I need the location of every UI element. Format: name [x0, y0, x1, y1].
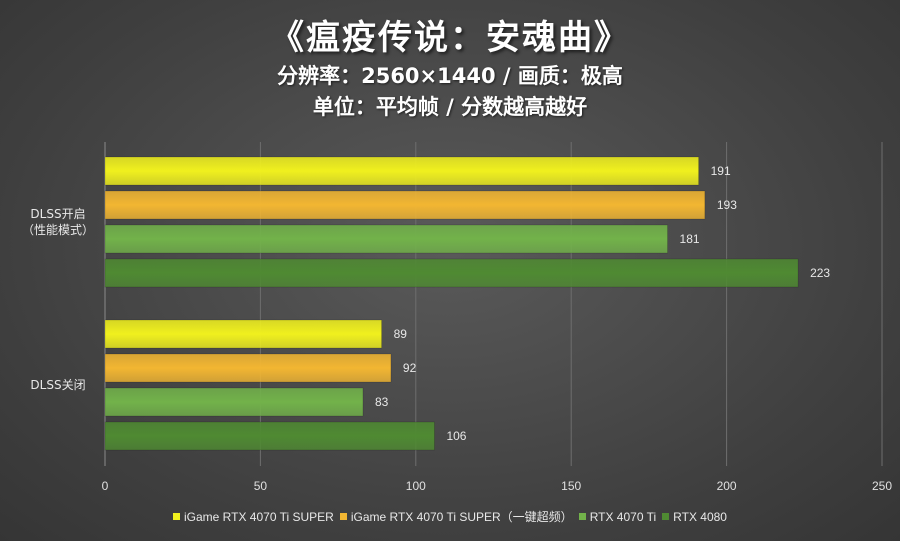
chart-subtitle-unit: 单位：平均帧 / 分数越高越好	[312, 95, 588, 119]
bar	[104, 353, 392, 383]
data-label: 89	[394, 327, 408, 341]
bar	[104, 156, 699, 186]
bar	[104, 421, 435, 451]
x-tick-label: 250	[872, 479, 892, 493]
x-tick-label: 0	[102, 479, 109, 493]
data-label: 223	[810, 266, 830, 280]
data-label: 106	[446, 429, 466, 443]
legend-swatch	[578, 513, 586, 520]
bar	[104, 258, 799, 288]
legend-label: RTX 4070 Ti	[589, 509, 657, 524]
bar	[104, 387, 364, 417]
legend-swatch	[662, 513, 670, 520]
chart-legend: iGame RTX 4070 Ti SUPER iGame RTX 4070 Ti…	[0, 508, 900, 525]
data-label: 191	[711, 164, 731, 178]
legend-label: RTX 4080	[673, 509, 727, 524]
x-tick-label: 100	[406, 479, 426, 493]
legend-swatch	[339, 513, 347, 520]
legend-item: RTX 4070 Ti	[578, 508, 657, 525]
data-label: 83	[375, 395, 389, 409]
bar	[104, 224, 668, 254]
data-label: 193	[717, 198, 737, 212]
legend-item: RTX 4080	[662, 508, 727, 525]
legend-label: iGame RTX 4070 Ti SUPER	[184, 509, 334, 524]
chart-subtitle-resolution: 分辨率：2560×1440 / 画质：极高	[277, 64, 623, 88]
category-label: DLSS关闭	[30, 378, 85, 392]
x-tick-label: 200	[717, 479, 737, 493]
category-label: DLSS开启	[30, 207, 85, 221]
bar	[104, 319, 382, 349]
chart-title: 《瘟疫传说：安魂曲》	[270, 18, 630, 58]
x-tick-label: 50	[254, 479, 268, 493]
legend-label: iGame RTX 4070 Ti SUPER（一键超频）	[350, 510, 573, 524]
legend-item: iGame RTX 4070 Ti SUPER	[173, 508, 334, 525]
legend-swatch	[173, 513, 180, 520]
legend-item: iGame RTX 4070 Ti SUPER（一键超频）	[339, 508, 573, 525]
data-label: 181	[680, 232, 700, 246]
x-tick-label: 150	[561, 479, 581, 493]
data-label: 92	[403, 361, 417, 375]
category-label: （性能模式）	[22, 223, 94, 237]
bar	[104, 190, 706, 220]
